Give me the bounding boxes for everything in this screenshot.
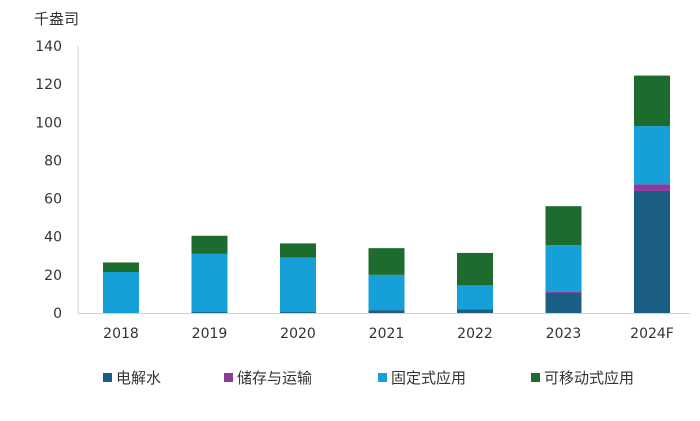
bar-segment — [634, 75, 670, 127]
bars-group — [103, 75, 670, 313]
x-tick-label: 2019 — [192, 326, 228, 342]
legend-label: 固定式应用 — [391, 369, 466, 387]
x-tick-label: 2020 — [280, 326, 316, 342]
bar-segment — [191, 235, 228, 254]
bar-segment — [545, 292, 582, 293]
legend-swatch — [103, 373, 112, 382]
bar-segment — [191, 312, 228, 313]
legend-swatch — [531, 373, 540, 382]
legend-label: 储存与运输 — [237, 369, 312, 387]
x-axis-ticks: 2018 2019 2020 2021 2022 2023 2024F — [103, 326, 674, 342]
bar-segment — [634, 126, 670, 185]
y-tick-label: 0 — [53, 306, 62, 322]
bar-segment — [457, 285, 493, 310]
bar-segment — [545, 292, 582, 313]
bar-segment — [103, 271, 139, 313]
y-tick-label: 120 — [35, 77, 62, 93]
bar-segment — [280, 257, 316, 313]
bar-segment — [191, 253, 228, 313]
bar-segment — [280, 312, 316, 313]
y-tick-label: 80 — [44, 153, 62, 169]
bar-segment — [368, 274, 405, 311]
bar-segment — [368, 248, 405, 275]
bar-segment — [457, 252, 493, 286]
y-axis-unit-label: 千盎司 — [34, 10, 79, 28]
y-tick-label: 140 — [35, 39, 62, 55]
x-tick-label: 2024F — [630, 326, 674, 342]
y-tick-label: 20 — [44, 268, 62, 284]
y-tick-label: 100 — [35, 115, 62, 131]
legend: 电解水 储存与运输 固定式应用 可移动式应用 — [103, 369, 634, 387]
y-tick-label: 60 — [44, 192, 62, 208]
legend-label: 电解水 — [116, 369, 161, 387]
x-tick-label: 2022 — [457, 326, 493, 342]
bar-segment — [634, 190, 670, 313]
x-tick-label: 2018 — [103, 326, 139, 342]
x-tick-label: 2023 — [546, 326, 582, 342]
bar-segment — [280, 243, 316, 258]
legend-label: 可移动式应用 — [544, 369, 634, 387]
y-tick-label: 40 — [44, 230, 62, 246]
legend-swatch — [224, 373, 233, 382]
bar-segment — [368, 310, 405, 313]
bar-segment — [634, 184, 670, 191]
bar-segment — [545, 206, 582, 246]
bar-segment — [457, 309, 493, 313]
bar-segment — [103, 262, 139, 272]
legend-swatch — [378, 373, 387, 382]
bar-segment — [545, 245, 582, 293]
y-axis-ticks: 0 20 40 60 80 100 120 140 — [35, 39, 62, 322]
x-tick-label: 2021 — [369, 326, 405, 342]
